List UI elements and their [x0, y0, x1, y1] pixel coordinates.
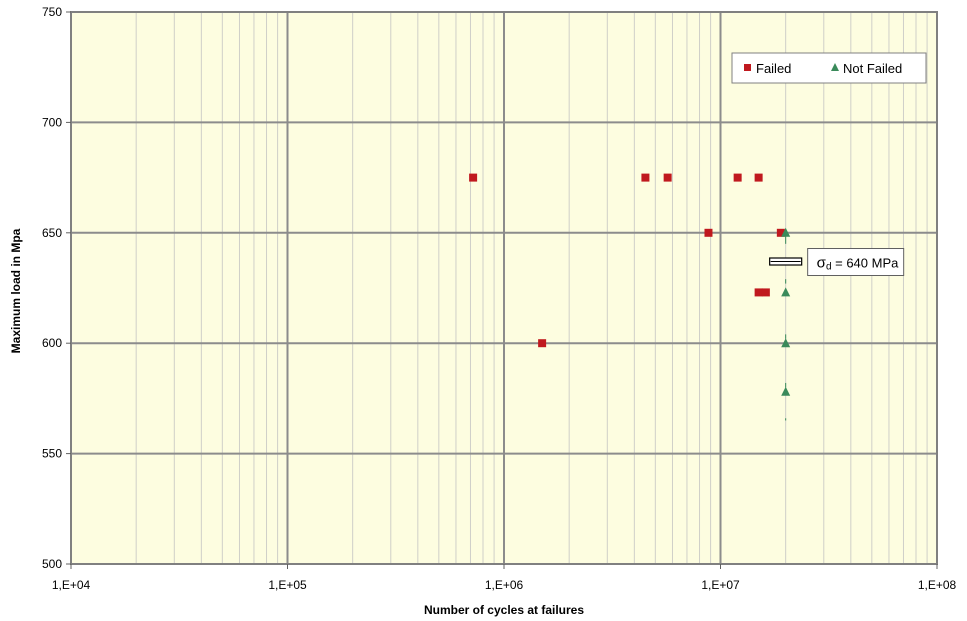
legend-failed-label: Failed — [756, 61, 791, 76]
legend-box — [731, 52, 927, 84]
y-tick-label: 600 — [42, 336, 62, 350]
not-failed-point — [781, 287, 791, 297]
failed-point — [754, 173, 763, 182]
x-axis-ticks: 1,E+04 1,E+05 1,E+06 1,E+07 1,E+08 — [52, 564, 957, 592]
failed-point — [663, 173, 672, 182]
y-axis-title: Maximum load in Mpa — [9, 228, 23, 353]
annotation-text: σd = 640 MPa — [817, 255, 899, 273]
failed-point — [469, 173, 478, 182]
x-tick-label: 1,E+05 — [268, 578, 307, 592]
failed-point — [776, 228, 785, 237]
y-tick-label: 750 — [42, 5, 62, 19]
legend-failed-marker — [744, 64, 751, 71]
annotation-symbol: σ — [817, 255, 827, 272]
y-tick-label: 550 — [42, 447, 62, 461]
x-tick-label: 1,E+04 — [52, 578, 91, 592]
series — [469, 173, 791, 421]
y-tick-label: 500 — [42, 557, 62, 571]
x-tick-label: 1,E+06 — [485, 578, 524, 592]
failed-point — [761, 288, 770, 297]
annotation-value: = 640 MPa — [832, 256, 900, 271]
failed-point — [704, 228, 713, 237]
sigma-d-annotation: σd = 640 MPa — [769, 248, 905, 277]
failed-point — [754, 288, 763, 297]
not-failed-point — [781, 386, 791, 396]
failed-point — [733, 173, 742, 182]
x-tick-label: 1,E+07 — [701, 578, 740, 592]
annotation-subscript: d — [826, 262, 832, 273]
legend-not-failed-label: Not Failed — [843, 61, 902, 76]
legend: Failed Not Failed — [731, 52, 927, 84]
legend-not-failed-marker — [831, 63, 839, 71]
failed-point — [538, 339, 547, 348]
annotation-box — [807, 248, 905, 277]
y-axis-ticks: 500 550 600 650 700 750 — [42, 5, 71, 571]
y-tick-label: 650 — [42, 226, 62, 240]
failed-point — [641, 173, 650, 182]
x-tick-label: 1,E+08 — [918, 578, 957, 592]
not-failed-point — [781, 338, 791, 348]
not-failed-point — [781, 227, 791, 237]
y-tick-label: 700 — [42, 115, 62, 129]
x-axis-title: Number of cycles at failures — [424, 603, 584, 617]
